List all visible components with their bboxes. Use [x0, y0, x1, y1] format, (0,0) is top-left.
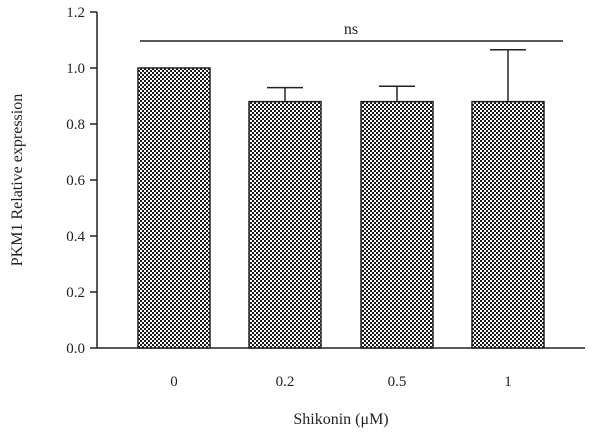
- y-axis-label: PKM1 Relative expression: [9, 94, 26, 266]
- x-tick-label: 0: [170, 374, 178, 390]
- y-tick-label: 0.8: [66, 117, 85, 133]
- bar-0-5: [360, 100, 434, 349]
- bars-group: [137, 49, 545, 349]
- y-tick-label: 0.0: [66, 341, 85, 357]
- x-axis-ticks: 0 0.2 0.5 1: [170, 374, 512, 390]
- bar-0-2: [248, 100, 322, 349]
- x-tick-label: 0.2: [276, 374, 295, 390]
- significance-label: ns: [344, 21, 358, 38]
- bar-1: [471, 100, 545, 349]
- x-tick-label: 1: [504, 374, 512, 390]
- y-tick-label: 1.0: [66, 61, 85, 77]
- significance-annotation: ns: [140, 21, 563, 42]
- y-tick-label: 0.4: [66, 229, 85, 245]
- x-tick-label: 0.5: [388, 374, 407, 390]
- bar-0: [137, 67, 211, 349]
- y-axis-ticks: 0.0 0.2 0.4 0.6 0.8 1.0 1.2: [66, 5, 97, 357]
- y-tick-label: 1.2: [66, 5, 85, 21]
- y-tick-label: 0.6: [66, 173, 85, 189]
- y-tick-label: 0.2: [66, 285, 85, 301]
- x-axis-label: Shikonin (μM): [293, 411, 388, 428]
